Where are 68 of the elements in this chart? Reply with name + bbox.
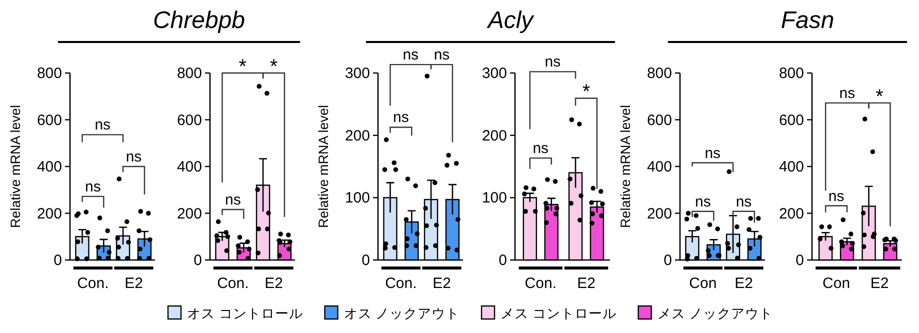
y-tick-label: 0	[54, 252, 62, 269]
y-axis-title: Relative mRNA level	[8, 104, 23, 228]
x-tick-label: Con.	[77, 275, 109, 292]
y-tick-label: 400	[36, 158, 62, 176]
y-tick-label: 600	[646, 112, 672, 129]
y-tick-label: 800	[36, 65, 62, 82]
annotation: ns	[695, 193, 711, 210]
x-tick-label: Con	[689, 275, 717, 292]
x-tick-label: Con.	[524, 275, 556, 292]
annotation: *	[270, 56, 278, 78]
y-tick-label: 600	[36, 112, 62, 129]
x-tick-label: E2	[577, 275, 596, 292]
y-tick-label: 600	[176, 112, 202, 129]
y-tick-label: 200	[646, 205, 672, 222]
y-axis-title: Relative mRNA level	[618, 104, 633, 228]
y-tick-label: 0	[796, 252, 804, 269]
text: Acly	[486, 7, 536, 34]
x-tick-label: E2	[734, 275, 753, 292]
legend-label: メス ノックアウト	[657, 306, 774, 321]
text: ns	[434, 46, 450, 64]
annotation: ns	[736, 193, 752, 210]
y-tick-label: 200	[176, 205, 202, 222]
annotation: ns	[85, 178, 101, 196]
annotation: *	[582, 81, 590, 104]
y-tick-label: 800	[176, 65, 202, 82]
y-tick-label: 100	[344, 190, 370, 207]
y-tick-label: 0	[664, 252, 672, 269]
legend-label: オス ノックアウト	[344, 306, 460, 321]
y-tick-label: 0	[498, 252, 507, 269]
annotation: *	[876, 86, 884, 108]
annotation: ns	[839, 84, 856, 102]
y-tick-label: 100	[482, 190, 507, 207]
annotation: *	[238, 56, 247, 78]
y-tick-label: 400	[778, 158, 804, 176]
y-tick-label: 300	[344, 65, 370, 82]
y-tick-label: 200	[482, 127, 507, 144]
x-tick-label: Con	[822, 275, 850, 292]
y-tick-label: 400	[176, 158, 202, 176]
legend-label: オス コントロール	[187, 306, 303, 321]
y-tick-label: 0	[194, 252, 202, 269]
annotation: ns	[828, 188, 844, 205]
y-tick-label: 200	[344, 127, 370, 144]
x-tick-label: E2	[432, 275, 451, 292]
annotation: ns	[225, 192, 241, 209]
y-tick-label: 400	[646, 158, 672, 176]
annotation: ns	[532, 140, 549, 158]
y-axis-title: Relative mRNA level	[316, 104, 331, 228]
x-tick-label: Con.	[217, 275, 249, 292]
text: Chrebpb	[152, 7, 246, 34]
annotation: ns	[704, 144, 721, 162]
text: ns	[544, 54, 561, 71]
y-tick-label: 200	[36, 205, 62, 222]
annotation: ns	[94, 116, 111, 134]
text: ns	[402, 46, 419, 64]
x-tick-label: E2	[264, 275, 283, 292]
y-tick-label: 300	[482, 65, 507, 82]
legend-label: メス コントロール	[500, 306, 616, 321]
x-tick-label: Con.	[385, 275, 417, 292]
annotation: ns	[126, 148, 142, 166]
annotation: ns	[393, 109, 409, 126]
x-tick-label: E2	[124, 275, 143, 292]
x-tick-label: E2	[870, 275, 889, 292]
y-tick-label: 600	[778, 112, 804, 129]
y-tick-label: 800	[646, 65, 672, 82]
y-tick-label: 0	[362, 252, 370, 269]
y-tick-label: 200	[778, 205, 804, 222]
text: Fasn	[780, 7, 834, 34]
y-tick-label: 800	[778, 65, 804, 82]
